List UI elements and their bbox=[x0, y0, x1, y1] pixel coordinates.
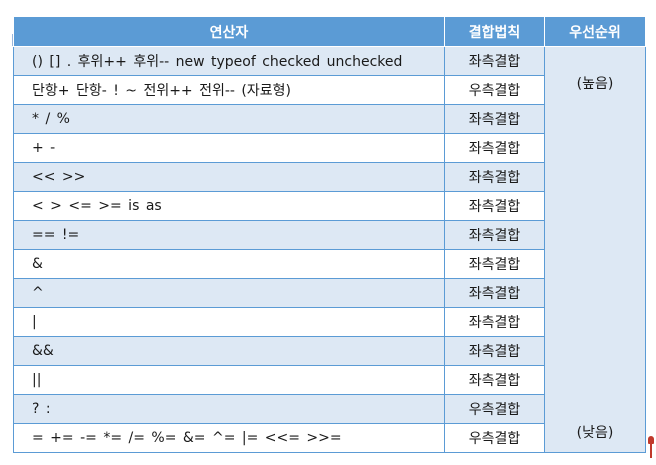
operator-cell: = += -= *= /= %= &= ^= |= <<= >>= bbox=[13, 423, 445, 453]
associativity-cell: 우측결합 bbox=[444, 394, 545, 424]
operator-cell: | bbox=[13, 307, 445, 337]
precedence-high-label: (높음) bbox=[576, 76, 614, 92]
operator-cell: < > <= >= is as bbox=[13, 191, 445, 221]
operator-cell: & bbox=[13, 249, 445, 279]
operator-cell: || bbox=[13, 365, 445, 395]
precedence-cell: (높음) (낮음) bbox=[544, 46, 646, 453]
table-row: * / % 좌측결합 bbox=[13, 104, 646, 134]
table-row: () [] . 후위++ 후위-- new typeof checked unc… bbox=[13, 46, 646, 453]
associativity-cell: 좌측결합 bbox=[444, 46, 545, 76]
table-row: & 좌측결합 bbox=[13, 249, 646, 279]
associativity-cell: 좌측결합 bbox=[444, 162, 545, 192]
associativity-cell: 좌측결합 bbox=[444, 307, 545, 337]
table-row: && 좌측결합 bbox=[13, 336, 646, 366]
associativity-cell: 좌측결합 bbox=[444, 365, 545, 395]
pin-marker-icon bbox=[648, 436, 654, 458]
operator-cell: ? : bbox=[13, 394, 445, 424]
operator-cell: () [] . 후위++ 후위-- new typeof checked unc… bbox=[13, 46, 445, 76]
table-row: = += -= *= /= %= &= ^= |= <<= >>= 우측결합 bbox=[13, 423, 646, 453]
operator-cell: == != bbox=[13, 220, 445, 250]
associativity-cell: 좌측결합 bbox=[444, 191, 545, 221]
table-row: << >> 좌측결합 bbox=[13, 162, 646, 192]
header-operator: 연산자 bbox=[13, 16, 445, 47]
header-associativity: 결합법칙 bbox=[444, 16, 545, 47]
operator-cell: + - bbox=[13, 133, 445, 163]
operator-precedence-table: 연산자 결합법칙 우선순위 () [] . 후위++ 후위-- new type… bbox=[13, 16, 646, 453]
associativity-cell: 우측결합 bbox=[444, 75, 545, 105]
table-header-row: 연산자 결합법칙 우선순위 bbox=[13, 16, 646, 47]
table-row: == != 좌측결합 bbox=[13, 220, 646, 250]
table-row: ^ 좌측결합 bbox=[13, 278, 646, 308]
associativity-cell: 좌측결합 bbox=[444, 104, 545, 134]
precedence-low-label: (낮음) bbox=[576, 425, 614, 441]
table-row: < > <= >= is as 좌측결합 bbox=[13, 191, 646, 221]
header-precedence: 우선순위 bbox=[544, 16, 646, 47]
operator-cell: << >> bbox=[13, 162, 445, 192]
associativity-cell: 좌측결합 bbox=[444, 278, 545, 308]
associativity-cell: 좌측결합 bbox=[444, 220, 545, 250]
table-row: ? : 우측결합 bbox=[13, 394, 646, 424]
associativity-cell: 우측결합 bbox=[444, 423, 545, 453]
table-row: + - 좌측결합 bbox=[13, 133, 646, 163]
table-row: 단항+ 단항- ! ~ 전위++ 전위-- (자료형) 우측결합 bbox=[13, 75, 646, 105]
operator-cell: && bbox=[13, 336, 445, 366]
associativity-cell: 좌측결합 bbox=[444, 336, 545, 366]
table-row: | 좌측결합 bbox=[13, 307, 646, 337]
operator-cell: * / % bbox=[13, 104, 445, 134]
table-row: || 좌측결합 bbox=[13, 365, 646, 395]
associativity-cell: 좌측결합 bbox=[444, 249, 545, 279]
associativity-cell: 좌측결합 bbox=[444, 133, 545, 163]
operator-cell: 단항+ 단항- ! ~ 전위++ 전위-- (자료형) bbox=[13, 75, 445, 105]
operator-cell: ^ bbox=[13, 278, 445, 308]
